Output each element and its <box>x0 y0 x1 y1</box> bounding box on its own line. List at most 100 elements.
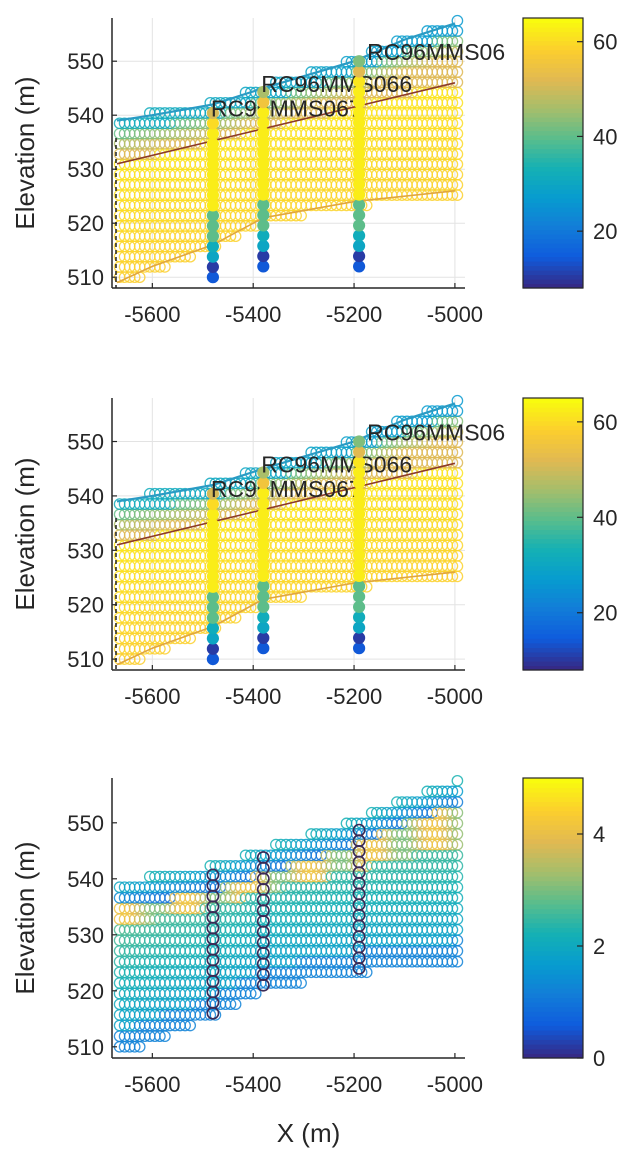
colorbar-step-47 <box>523 72 583 78</box>
colorbar-step-41 <box>523 99 583 105</box>
panel-3: -5600 -5400 -5200 -5000 510 520 530 540 550 Eleva… <box>10 774 605 1148</box>
colorbar-step-44 <box>523 848 583 854</box>
colorbar-step-41 <box>523 479 583 485</box>
drillhole-2 <box>256 851 270 992</box>
colorbar-step-3 <box>523 270 583 276</box>
y-tick-label-0: 510 <box>67 265 104 290</box>
colorbar-step-57 <box>523 407 583 413</box>
colorbar-step-23 <box>523 946 583 952</box>
colorbar-step-49 <box>523 443 583 449</box>
colorbar-step-58 <box>523 22 583 28</box>
drillhole-3 <box>352 823 366 975</box>
x-tick-label-1: -5400 <box>225 302 281 327</box>
colorbar-step-50 <box>523 58 583 64</box>
colorbar-step-54 <box>523 801 583 807</box>
colorbar-step-33 <box>523 515 583 521</box>
x-tick-label-0: -5600 <box>124 684 180 709</box>
colorbar-tick-label-1: 40 <box>593 505 617 530</box>
y-axis-label: Elevation (m) <box>10 457 40 610</box>
colorbar-step-37 <box>523 117 583 123</box>
drillhole-sample-6 <box>206 209 219 222</box>
colorbar-step-15 <box>523 597 583 603</box>
colorbar-step-15 <box>523 216 583 222</box>
drillhole-sample-2 <box>257 621 270 634</box>
colorbar-tick-label-1: 2 <box>593 934 605 959</box>
drillhole-sample-13 <box>353 507 366 521</box>
colorbar-step-19 <box>523 964 583 970</box>
colorbar-step-42 <box>523 857 583 863</box>
colorbar-frame <box>522 777 584 1059</box>
y-tick-label-3: 540 <box>67 867 104 892</box>
colorbar-step-47 <box>523 452 583 458</box>
colorbar-step-40 <box>523 484 583 490</box>
x-tick-label-2: -5200 <box>326 1072 382 1097</box>
drillhole-sample-20 <box>353 435 366 448</box>
colorbar-step-9 <box>523 624 583 630</box>
basement-surface <box>116 571 455 666</box>
drillhole-sample-6 <box>257 198 270 211</box>
drillhole-sample-4 <box>257 600 270 614</box>
x-axis-label: X (m) <box>277 1118 341 1148</box>
colorbar-step-50 <box>523 438 583 444</box>
block-point-1016 <box>451 14 464 27</box>
colorbar-step-14 <box>523 988 583 994</box>
colorbar-step-18 <box>523 202 583 208</box>
drillhole-sample-13 <box>206 137 219 150</box>
y-tick-label-2: 530 <box>67 923 104 948</box>
colorbar-step-45 <box>523 461 583 467</box>
colorbar-step-26 <box>523 932 583 938</box>
colorbar-step-49 <box>523 63 583 69</box>
colorbar-step-7 <box>523 252 583 258</box>
colorbar-step-40 <box>523 866 583 872</box>
drillhole-sample-2 <box>257 239 270 252</box>
x-tick-label-0: -5600 <box>124 1072 180 1097</box>
colorbar-step-25 <box>523 171 583 177</box>
drillhole-sample-7 <box>206 580 219 593</box>
colorbar-step-1 <box>523 279 583 285</box>
block-model-points <box>113 774 464 1053</box>
drillhole-sample-15 <box>257 487 270 500</box>
colorbar-step-36 <box>523 885 583 891</box>
colorbar-step-14 <box>523 602 583 608</box>
colorbar-step-53 <box>523 806 583 812</box>
x-tick-label-0: -5600 <box>124 302 180 327</box>
colorbar-tick-label-2: 4 <box>593 822 605 847</box>
drillhole-label: RC96MMS06 <box>367 420 505 446</box>
drillhole-sample-14 <box>257 497 270 510</box>
colorbar-step-7 <box>523 1020 583 1026</box>
colorbar-step-29 <box>523 153 583 159</box>
contact-surface <box>116 82 456 165</box>
colorbar-step-44 <box>523 85 583 91</box>
drillhole-sample-9 <box>353 549 366 562</box>
colorbar-step-25 <box>523 936 583 942</box>
colorbar-step-19 <box>523 198 583 204</box>
colorbar-step-35 <box>523 506 583 512</box>
drillhole-1: RC96MMS067 <box>206 95 362 284</box>
drillhole-sample-8 <box>353 178 366 191</box>
colorbar-step-2 <box>523 1044 583 1050</box>
colorbar-tick-label-2: 60 <box>593 410 617 435</box>
colorbar-step-46 <box>523 456 583 463</box>
drillhole-sample-4 <box>206 611 219 624</box>
drillhole-sample-1 <box>353 250 366 263</box>
colorbar-step-33 <box>523 135 583 141</box>
colorbar-step-55 <box>523 416 583 422</box>
colorbar-step-52 <box>523 810 583 816</box>
colorbar-step-8 <box>523 1016 583 1022</box>
colorbar-step-24 <box>523 941 583 947</box>
colorbar-step-29 <box>523 534 583 540</box>
drillhole-sample-2 <box>353 621 366 634</box>
block-point-1016 <box>451 394 464 407</box>
colorbar-step-21 <box>523 570 583 576</box>
drillhole-label: RC96MMS067 <box>211 476 362 502</box>
colorbar-step-55 <box>523 36 583 42</box>
drillhole-sample-8 <box>206 189 219 202</box>
colorbar-step-49 <box>523 824 583 830</box>
colorbar-step-54 <box>523 40 583 46</box>
drillhole-sample-10 <box>257 157 270 170</box>
colorbar-step-57 <box>523 787 583 793</box>
colorbar-step-1 <box>523 1048 583 1054</box>
x-tick-label-3: -5000 <box>427 1072 483 1097</box>
colorbar-step-48 <box>523 67 583 73</box>
